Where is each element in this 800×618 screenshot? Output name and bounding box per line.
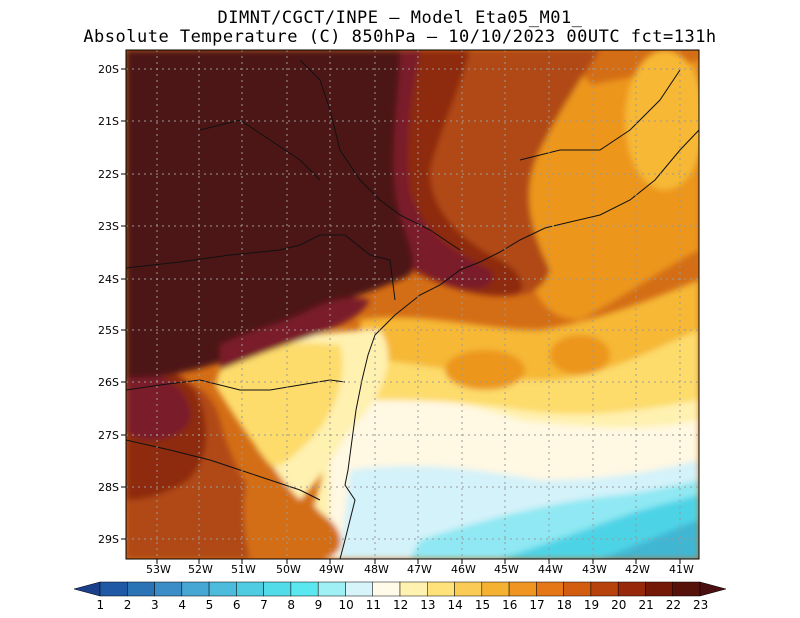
colorbar-segment (563, 581, 592, 597)
colorbar-segment (290, 581, 319, 597)
lat-label: 26S (98, 376, 119, 389)
title-line-1: DIMNT/CGCT/INPE – Model Eta05_M01_ (217, 8, 583, 28)
colorbar-tick-label: 15 (474, 598, 491, 612)
colorbar-segment (481, 581, 510, 597)
field-yellow-coast (215, 343, 343, 466)
colorbar-tick-label: 20 (611, 598, 627, 612)
colorbar-segment (154, 581, 183, 597)
colorbar-segment (536, 581, 564, 597)
colorbar-segment (372, 581, 401, 597)
colorbar-tick-label: 4 (178, 598, 186, 612)
colorbar-tick-label: 18 (556, 598, 572, 612)
field-orange-blob2 (550, 335, 610, 375)
border-state-4 (299, 59, 461, 251)
lat-label: 22S (98, 168, 119, 181)
colorbar-segment (345, 581, 373, 597)
lon-label: 50W (276, 563, 301, 576)
colorbar-segment (617, 581, 646, 597)
lon-label: 53W (146, 563, 171, 576)
colorbar-tick-label: 7 (260, 598, 268, 612)
colorbar-tick-label: 5 (205, 598, 214, 612)
colorbar-segment (127, 581, 155, 597)
colorbar-tick-label: 10 (338, 598, 354, 612)
border-state-1 (126, 234, 396, 301)
grid-lines (126, 50, 699, 559)
lon-label: 49W (319, 563, 344, 576)
lat-label: 25S (98, 324, 119, 337)
colorbar-segment (590, 581, 619, 597)
colorbar-tick-label: 19 (583, 598, 600, 612)
colorbar-tick-label: 17 (529, 598, 545, 612)
colorbar-tick-label: 3 (151, 598, 159, 612)
colorbar-tick-label: 2 (123, 598, 132, 612)
colorbar-tick-label: 11 (365, 598, 381, 612)
colorbar (73, 581, 727, 597)
lon-label: 42W (625, 563, 650, 576)
field-gold-east (625, 50, 699, 190)
border-state-2 (126, 379, 346, 391)
colorbar-tick-label: 12 (393, 598, 409, 612)
colorbar-tick-label: 13 (420, 598, 436, 612)
field-teal (600, 520, 699, 559)
lon-label: 47W (407, 563, 432, 576)
plot-frame (125, 49, 700, 560)
lat-label: 29S (98, 533, 119, 546)
colorbar-arrow-high (699, 581, 727, 597)
colorbar-segment (317, 581, 346, 597)
lon-label: 41W (669, 563, 694, 576)
colorbar-segment (399, 581, 428, 597)
colorbar-tick-label: 16 (502, 598, 518, 612)
axis-ticks (121, 68, 681, 564)
border-state-5 (519, 69, 681, 161)
lon-label: 52W (188, 563, 213, 576)
colorbar-segment (181, 581, 210, 597)
colorbar-segment (427, 581, 455, 597)
lat-label: 24S (98, 273, 119, 286)
title-line-2: Absolute Temperature (C) 850hPa – 10/10/… (83, 27, 717, 47)
temperature-field (126, 50, 699, 559)
lat-label: 28S (98, 481, 119, 494)
colorbar-tick-label: 22 (665, 598, 681, 612)
colorbar-arrow-low (73, 581, 101, 597)
colorbar-tick-label: 6 (232, 598, 241, 612)
lon-label: 44W (538, 563, 563, 576)
colorbar-tick-label: 8 (287, 598, 296, 612)
lon-label: 45W (494, 563, 519, 576)
field-orange-blob (445, 350, 525, 390)
colorbar-tick-label: 1 (96, 598, 105, 612)
lat-label: 20S (98, 63, 119, 76)
colorbar-segment (263, 581, 292, 597)
colorbar-segment (672, 581, 701, 597)
field-wine-north (380, 50, 493, 290)
colorbar-tick-label: 23 (693, 598, 709, 612)
colorbar-segment (99, 581, 128, 597)
colorbar-segment (208, 581, 237, 597)
colorbar-tick-label: 21 (638, 598, 654, 612)
colorbar-tick-label: 9 (314, 598, 323, 612)
colorbar-segment (645, 581, 673, 597)
lat-label: 23S (98, 220, 119, 233)
coastline (339, 129, 699, 559)
colorbar-segment (236, 581, 264, 597)
field-deep-brown (126, 50, 413, 378)
lon-label: 46W (451, 563, 476, 576)
border-state-6 (199, 119, 321, 181)
lat-label: 27S (98, 429, 119, 442)
colorbar-tick-label: 14 (447, 598, 463, 612)
border-state-3 (126, 439, 321, 501)
lon-label: 48W (364, 563, 389, 576)
lon-label: 43W (582, 563, 607, 576)
coastlines-borders (126, 59, 699, 559)
colorbar-segment (508, 581, 537, 597)
field-wine-edge (220, 298, 370, 370)
lon-label: 51W (231, 563, 256, 576)
colorbar-segment (454, 581, 483, 597)
lat-label: 21S (98, 115, 119, 128)
